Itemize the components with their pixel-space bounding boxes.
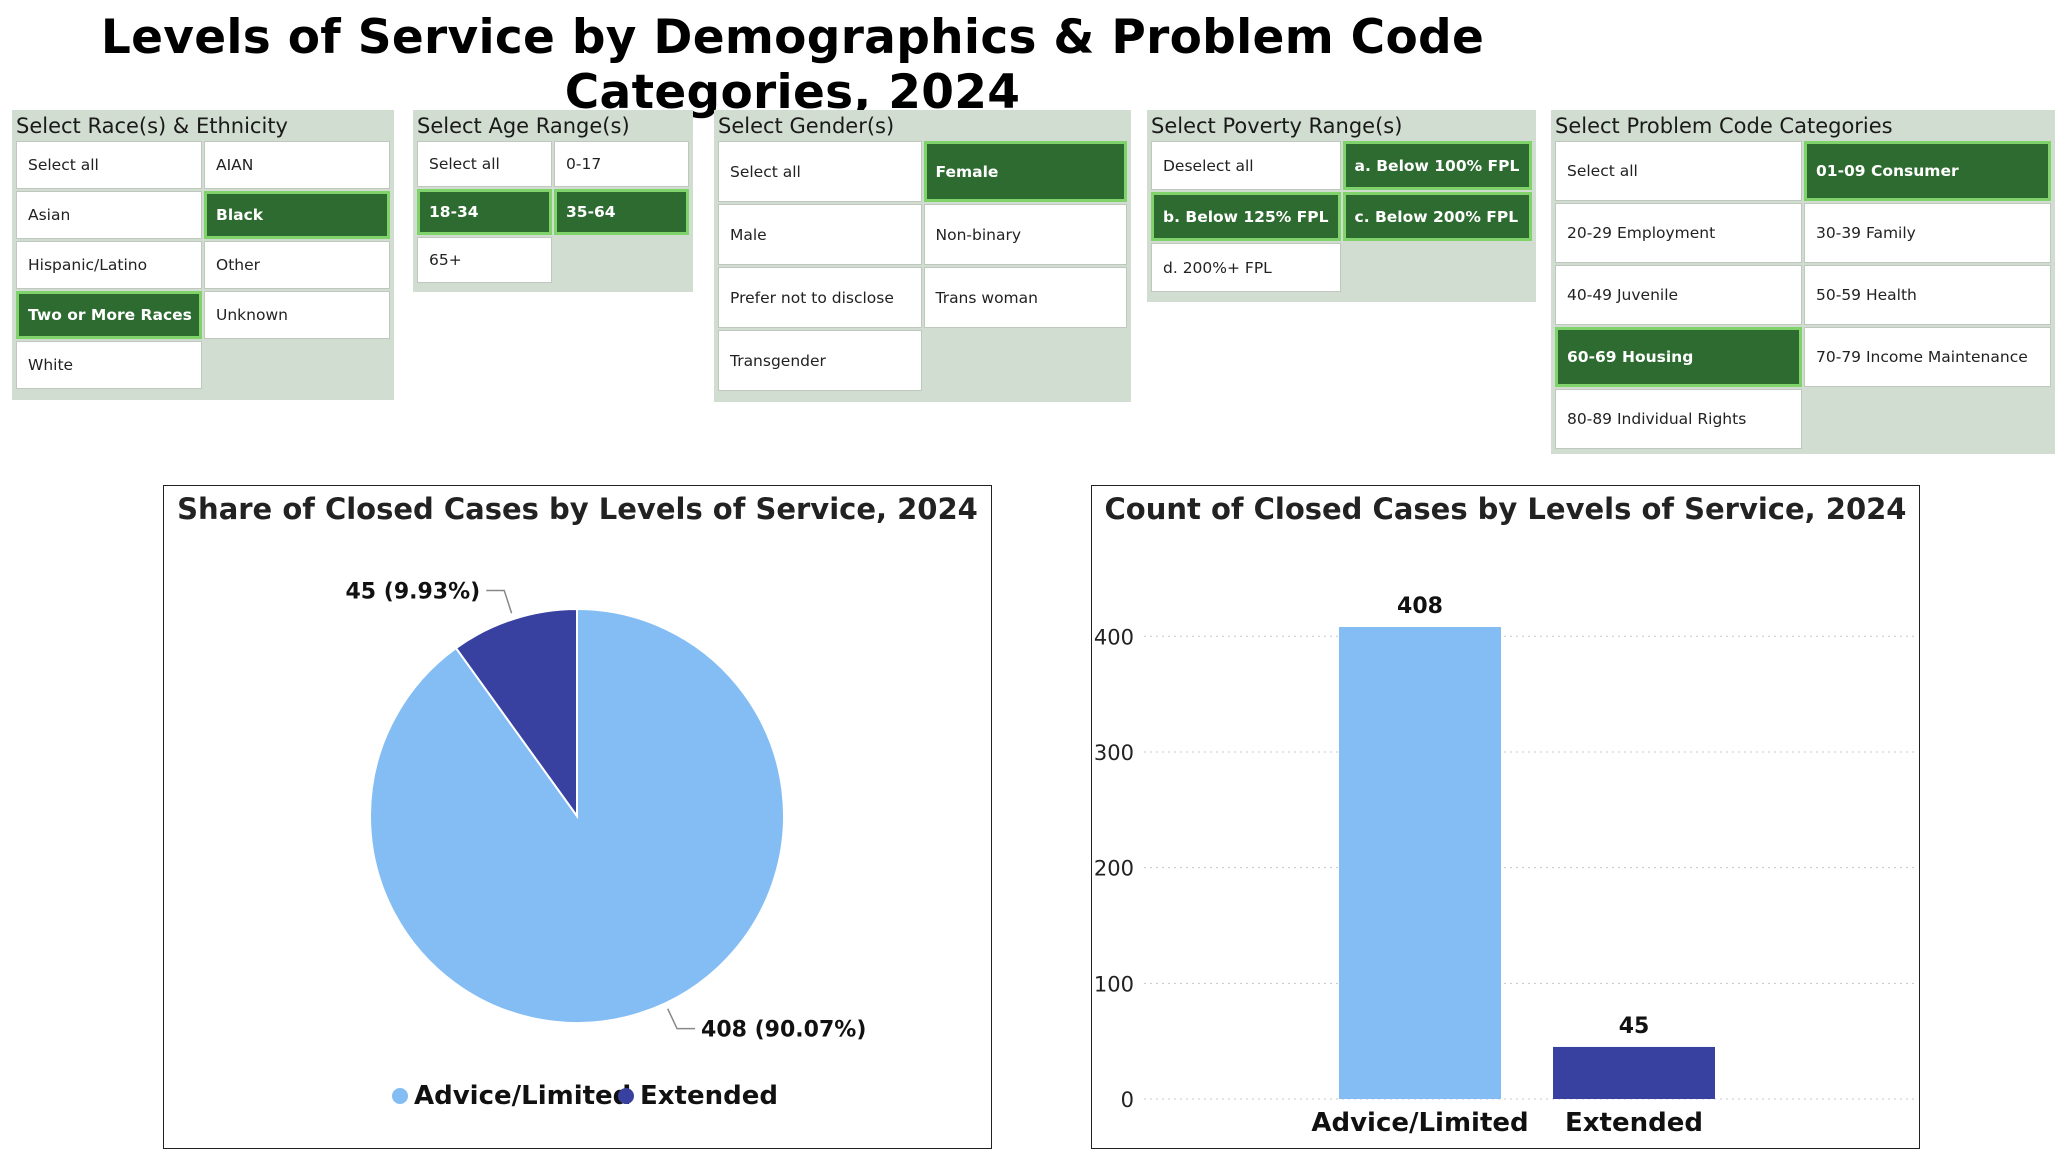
- poverty-option[interactable]: d. 200%+ FPL: [1151, 243, 1341, 292]
- bar-chart-panel: Count of Closed Cases by Levels of Servi…: [1091, 485, 1920, 1149]
- race-option[interactable]: Other: [204, 241, 390, 289]
- problem-code-option[interactable]: 30-39 Family: [1804, 203, 2051, 263]
- problem-code-option[interactable]: 50-59 Health: [1804, 265, 2051, 325]
- race-option[interactable]: Hispanic/Latino: [16, 241, 202, 289]
- legend-marker-advice-limited: [392, 1088, 408, 1104]
- legend-label[interactable]: Advice/Limited: [414, 1081, 631, 1111]
- pie-chart-title: Share of Closed Cases by Levels of Servi…: [177, 492, 978, 526]
- age-option[interactable]: 65+: [417, 237, 552, 283]
- pie-slice-extended[interactable]: [454, 607, 578, 820]
- race-option[interactable]: AIAN: [204, 141, 390, 189]
- page-title: Levels of Service by Demographics & Prob…: [100, 10, 1485, 120]
- bar-data-label: 45: [1619, 1014, 1650, 1039]
- race-option[interactable]: Unknown: [204, 291, 390, 339]
- empty-cell: [923, 330, 1127, 391]
- problem-code-slicer: Select Problem Code Categories Select al…: [1551, 110, 2055, 454]
- race-option[interactable]: Select all: [16, 141, 202, 189]
- gender-option[interactable]: Non-binary: [923, 204, 1127, 265]
- pie-data-label: 45 (9.93%): [346, 579, 481, 604]
- poverty-slicer: Select Poverty Range(s) Deselect all a. …: [1147, 110, 1536, 302]
- empty-cell: [204, 341, 390, 389]
- pie-chart: 45 (9.93%) 408 (90.07%) Advice/Limited E…: [346, 579, 867, 1111]
- x-axis-tick-label: Advice/Limited: [1311, 1108, 1528, 1138]
- poverty-slicer-title: Select Poverty Range(s): [1151, 114, 1403, 138]
- legend-label[interactable]: Extended: [640, 1081, 778, 1111]
- y-axis: 0 100 200 300 400: [1094, 625, 1134, 1112]
- race-option[interactable]: Asian: [16, 191, 202, 239]
- bar-extended[interactable]: [1553, 1046, 1715, 1099]
- problem-code-slicer-title: Select Problem Code Categories: [1555, 114, 1893, 138]
- gender-option[interactable]: Male: [718, 204, 922, 265]
- gender-slicer: Select Gender(s) Select all Female Male …: [714, 110, 1131, 402]
- race-option[interactable]: White: [16, 341, 202, 389]
- problem-code-option-selected[interactable]: 01-09 Consumer: [1804, 141, 2051, 201]
- problem-code-option[interactable]: 20-29 Employment: [1555, 203, 1802, 263]
- poverty-option-selected[interactable]: b. Below 125% FPL: [1151, 192, 1341, 241]
- y-axis-tick-label: 200: [1094, 857, 1134, 881]
- gridlines: [1144, 635, 1916, 1100]
- pie-chart-panel: Share of Closed Cases by Levels of Servi…: [163, 485, 992, 1149]
- gender-option[interactable]: Transgender: [718, 330, 922, 391]
- x-axis-tick-label: Extended: [1565, 1108, 1703, 1138]
- gender-option-selected[interactable]: Female: [923, 141, 1127, 202]
- age-option-selected[interactable]: 18-34: [417, 189, 552, 235]
- empty-cell: [1804, 389, 2051, 449]
- problem-code-option[interactable]: Select all: [1555, 141, 1802, 201]
- poverty-option-selected[interactable]: c. Below 200% FPL: [1342, 192, 1532, 241]
- gender-slicer-title: Select Gender(s): [718, 114, 895, 138]
- age-option[interactable]: 0-17: [554, 141, 689, 187]
- race-slicer: Select Race(s) & Ethnicity Select all AI…: [12, 110, 394, 400]
- age-slicer: Select Age Range(s) Select all 0-17 18-3…: [413, 110, 693, 292]
- y-axis-tick-label: 400: [1094, 625, 1134, 649]
- bar-chart-title: Count of Closed Cases by Levels of Servi…: [1104, 492, 1907, 526]
- problem-code-option[interactable]: 80-89 Individual Rights: [1555, 389, 1802, 449]
- gender-option[interactable]: Prefer not to disclose: [718, 267, 922, 328]
- bar-advice-limited[interactable]: [1339, 627, 1501, 1099]
- problem-code-option-selected[interactable]: 60-69 Housing: [1555, 327, 1802, 387]
- empty-cell: [554, 237, 689, 283]
- problem-code-option[interactable]: 40-49 Juvenile: [1555, 265, 1802, 325]
- y-axis-tick-label: 100: [1094, 972, 1134, 996]
- pie-leader-line: [667, 1008, 696, 1030]
- age-option[interactable]: Select all: [417, 141, 552, 187]
- poverty-option-selected[interactable]: a. Below 100% FPL: [1342, 141, 1532, 190]
- problem-code-option[interactable]: 70-79 Income Maintenance: [1804, 327, 2051, 387]
- race-option-selected[interactable]: Black: [204, 191, 390, 239]
- pie-leader-line: [486, 589, 513, 614]
- race-slicer-title: Select Race(s) & Ethnicity: [16, 114, 288, 138]
- empty-cell: [1342, 243, 1532, 292]
- poverty-option[interactable]: Deselect all: [1151, 141, 1341, 190]
- gender-option[interactable]: Trans woman: [923, 267, 1127, 328]
- bar-chart: 0 100 200 300 400 408 45 Advice/Limited Exte…: [1094, 594, 1916, 1138]
- age-slicer-title: Select Age Range(s): [417, 114, 630, 138]
- gender-option[interactable]: Select all: [718, 141, 922, 202]
- legend-marker-extended: [618, 1088, 634, 1104]
- race-option-selected[interactable]: Two or More Races: [16, 291, 202, 339]
- bar-data-label: 408: [1397, 594, 1443, 619]
- y-axis-tick-label: 0: [1121, 1088, 1134, 1112]
- pie-data-label: 408 (90.07%): [701, 1018, 866, 1043]
- y-axis-tick-label: 300: [1094, 741, 1134, 765]
- age-option-selected[interactable]: 35-64: [554, 189, 689, 235]
